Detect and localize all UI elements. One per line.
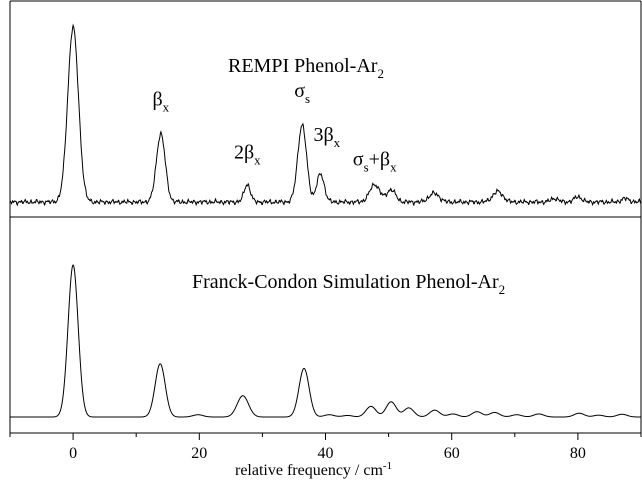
peak-annotation-1: 2βx: [234, 141, 261, 167]
rempi-spectrum-line: [9, 23, 642, 207]
fc-simulation-line: [10, 264, 641, 418]
peak-annotation-2: σs: [294, 80, 310, 106]
x-tick-label-60: 60: [444, 445, 460, 462]
rempi-panel-title: REMPI Phenol-Ar2: [228, 55, 384, 81]
fc-panel-title: Franck-Condon Simulation Phenol-Ar2: [192, 271, 505, 297]
plot-frame: [9, 0, 642, 434]
x-tick-label-80: 80: [570, 445, 586, 462]
peak-annotation-0: βx: [152, 89, 169, 115]
peak-annotation-3: 3βx: [313, 124, 340, 150]
x-axis-label: relative frequency / cm-1: [235, 460, 392, 479]
x-tick-label-20: 20: [191, 445, 207, 462]
peak-annotation-4: σs+βx: [353, 148, 397, 174]
x-tick-label-40: 40: [318, 445, 334, 462]
x-tick-label-0: 0: [69, 445, 77, 462]
x-axis: 0 20 40 60 80: [9, 433, 642, 462]
